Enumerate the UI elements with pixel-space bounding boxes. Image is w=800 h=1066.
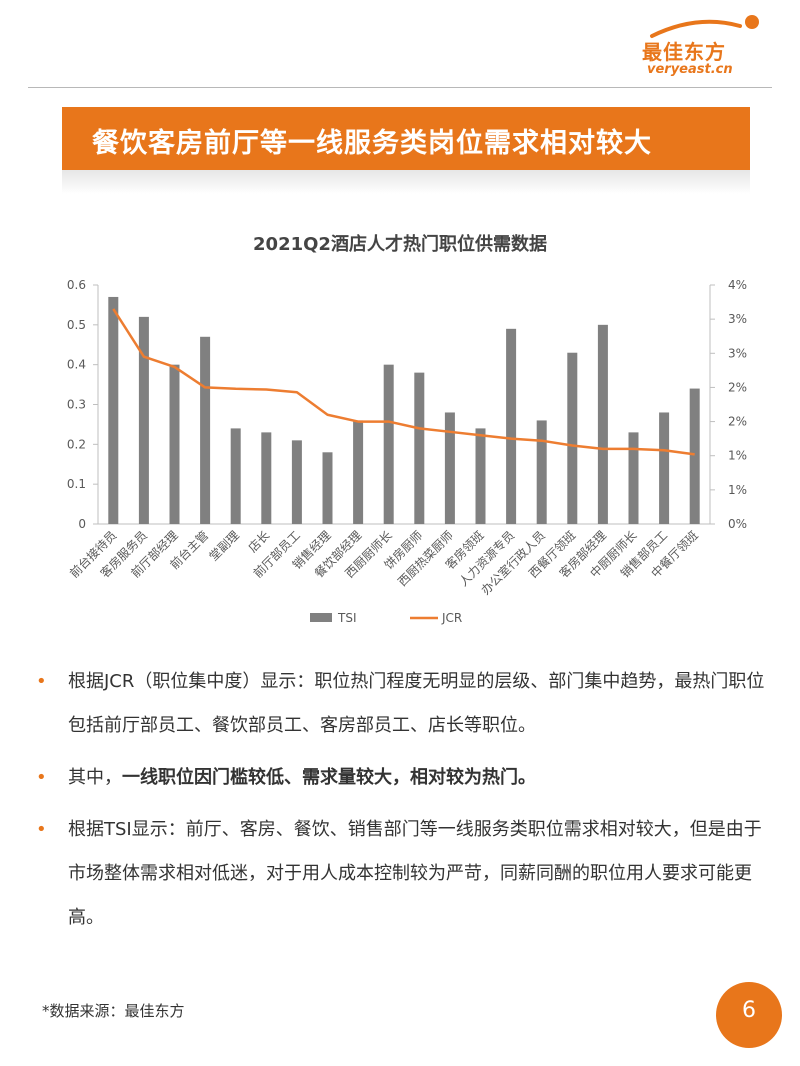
page-title: 餐饮客房前厅等一线服务类岗位需求相对较大 (92, 128, 652, 159)
logo-text: 最佳东方 (642, 40, 726, 64)
y-right-tick-label: 3% (728, 312, 747, 326)
tsi-bar (444, 412, 455, 524)
tsi-bar (200, 336, 211, 524)
y-right-tick-label: 0% (728, 517, 747, 531)
legend-tsi-label: TSI (337, 611, 357, 625)
bullet-prefix: 其中， (68, 767, 122, 788)
y-right-tick-label: 2% (728, 380, 747, 394)
page-number-badge: 6 (716, 982, 782, 1048)
y-right-tick-label: 3% (728, 346, 747, 360)
chart-title: 2021Q2酒店人才热门职位供需数据 (253, 234, 547, 255)
tsi-bar (138, 316, 149, 524)
jcr-line (112, 308, 695, 456)
title-banner: 餐饮客房前厅等一线服务类岗位需求相对较大 (62, 107, 750, 170)
tsi-bar (536, 420, 547, 524)
data-source: *数据来源：最佳东方 (42, 1002, 185, 1020)
bullet-bold-text: 一线职位因门槛较低、需求量较大，相对较为热门。 (122, 767, 536, 788)
y-left-tick-label: 0.3 (67, 398, 86, 412)
legend-jcr-label: JCR (441, 611, 462, 625)
y-right-tick-label: 1% (728, 449, 747, 463)
tsi-bar (475, 428, 486, 524)
tsi-bar (322, 452, 333, 524)
y-left-tick-label: 0.4 (67, 358, 86, 372)
y-left-tick-label: 0.2 (67, 437, 86, 451)
tsi-bar (659, 412, 670, 524)
tsi-bar (291, 440, 302, 524)
tsi-bar (414, 372, 425, 524)
tsi-bar (597, 324, 608, 524)
tsi-bar (689, 388, 700, 524)
tsi-bar (230, 428, 241, 524)
bullet-marker: • (36, 819, 47, 840)
tsi-bar (261, 432, 272, 524)
tsi-bar (567, 352, 578, 524)
tsi-jcr-chart: 00.10.20.30.40.50.60%1%1%2%2%3%3%4%前台接待员… (66, 278, 747, 625)
x-category-label: 店长 (246, 528, 273, 555)
header-divider (28, 87, 772, 88)
y-left-tick-label: 0.1 (67, 477, 86, 491)
tsi-bar (169, 364, 180, 524)
bullet-marker: • (36, 767, 47, 788)
bullet-text: 根据TSI显示：前厅、客房、餐饮、销售部门等一线服务类职位需求相对较大，但是由于… (68, 819, 762, 928)
veryeast-logo: 最佳东方 veryeast.cn (622, 12, 772, 82)
y-left-tick-label: 0 (78, 517, 86, 531)
page-number: 6 (742, 998, 756, 1023)
y-left-tick-label: 0.5 (67, 318, 86, 332)
bullet-item: • 根据JCR（职位集中度）显示：职位热门程度无明显的层级、部门集中趋势，最热门… (36, 660, 776, 748)
banner-shadow (62, 170, 750, 194)
tsi-bar (506, 328, 517, 524)
x-category-label: 堂副理 (206, 528, 241, 563)
y-right-tick-label: 2% (728, 415, 747, 429)
y-right-tick-label: 4% (728, 278, 747, 292)
bullet-item: • 根据TSI显示：前厅、客房、餐饮、销售部门等一线服务类职位需求相对较大，但是… (36, 808, 776, 940)
bullet-list: • 根据JCR（职位集中度）显示：职位热门程度无明显的层级、部门集中趋势，最热门… (36, 660, 776, 948)
y-right-tick-label: 1% (728, 483, 747, 497)
y-left-tick-label: 0.6 (67, 278, 86, 292)
bullet-text: 根据JCR（职位集中度）显示：职位热门程度无明显的层级、部门集中趋势，最热门职位… (68, 671, 765, 736)
logo-arc-icon (650, 15, 759, 38)
bullet-marker: • (36, 671, 47, 692)
tsi-bar (108, 296, 119, 524)
tsi-bar (383, 364, 394, 524)
logo-url: veryeast.cn (647, 62, 733, 77)
bullet-item: • 其中，一线职位因门槛较低、需求量较大，相对较为热门。 (36, 756, 776, 800)
tsi-bar (353, 420, 364, 524)
legend-tsi-swatch (310, 613, 332, 622)
tsi-bar (628, 432, 639, 524)
